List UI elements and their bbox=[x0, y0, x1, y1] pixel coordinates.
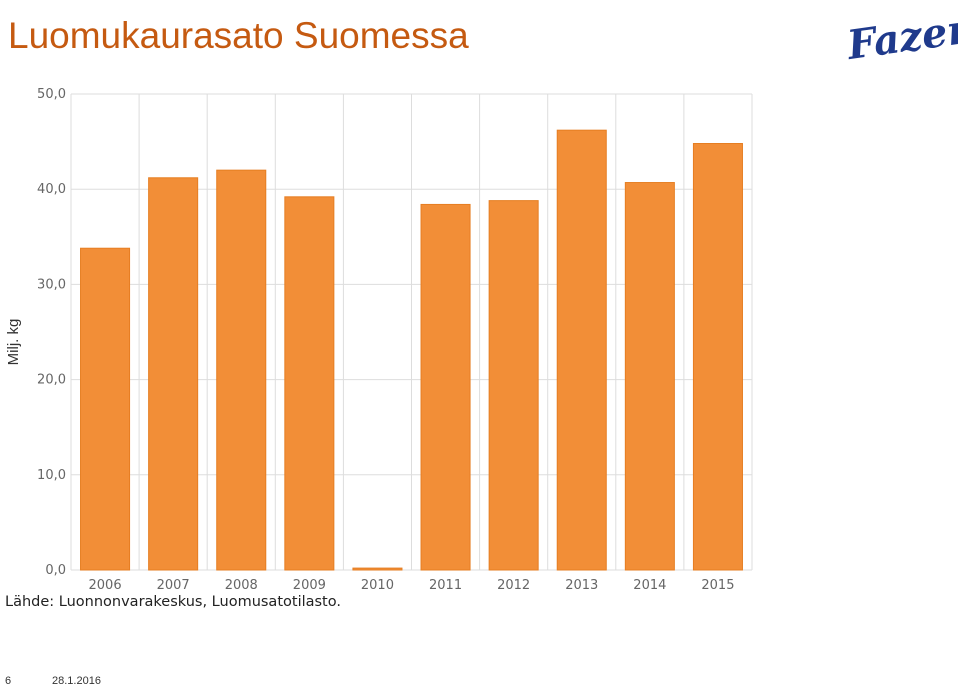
bar-2010 bbox=[352, 567, 403, 571]
source-note: Lähde: Luonnonvarakeskus, Luomusatotilas… bbox=[5, 594, 341, 610]
bar-2011 bbox=[420, 203, 471, 571]
x-tick-label-2010: 2010 bbox=[361, 578, 394, 593]
x-tick-label-2006: 2006 bbox=[89, 578, 122, 593]
x-tick-label-2013: 2013 bbox=[565, 578, 598, 593]
logo-wordmark: Fazer bbox=[843, 5, 958, 69]
x-tick-label-2014: 2014 bbox=[633, 578, 666, 593]
y-axis-label: Milj. kg bbox=[5, 319, 22, 366]
bar-2015 bbox=[692, 143, 743, 571]
y-tick-label: 20,0 bbox=[37, 373, 66, 388]
x-tick-label-2009: 2009 bbox=[293, 578, 326, 593]
x-tick-label-2007: 2007 bbox=[157, 578, 190, 593]
y-tick-label: 10,0 bbox=[37, 468, 66, 483]
bar-2007 bbox=[148, 177, 199, 571]
y-tick-label: 0,0 bbox=[45, 563, 66, 578]
bar-2006 bbox=[80, 247, 131, 571]
page-number: 6 bbox=[5, 675, 12, 687]
slide-title: Luomukaurasato Suomessa bbox=[8, 15, 469, 56]
x-tick-label-2012: 2012 bbox=[497, 578, 530, 593]
fazer-logo: Fazer bbox=[842, 2, 958, 86]
y-tick-label: 50,0 bbox=[37, 87, 66, 102]
bar-2013 bbox=[556, 129, 607, 571]
bar-2008 bbox=[216, 169, 267, 571]
bar-2014 bbox=[624, 182, 675, 571]
chart-svg: 0,0 10,0 20,0 30,0 40,0 50,0 2006 2007 2008 2009 2… bbox=[5, 87, 753, 593]
x-tick-label-2015: 2015 bbox=[701, 578, 734, 593]
bar-chart: 0,0 10,0 20,0 30,0 40,0 50,0 2006 2007 2008 2009 2… bbox=[0, 78, 780, 618]
y-tick-label: 40,0 bbox=[37, 182, 66, 197]
bar-2009 bbox=[284, 196, 335, 571]
footer-date: 28.1.2016 bbox=[52, 675, 101, 687]
y-tick-label: 30,0 bbox=[37, 277, 66, 292]
bar-2012 bbox=[488, 200, 539, 571]
x-tick-label-2011: 2011 bbox=[429, 578, 462, 593]
x-tick-label-2008: 2008 bbox=[225, 578, 258, 593]
